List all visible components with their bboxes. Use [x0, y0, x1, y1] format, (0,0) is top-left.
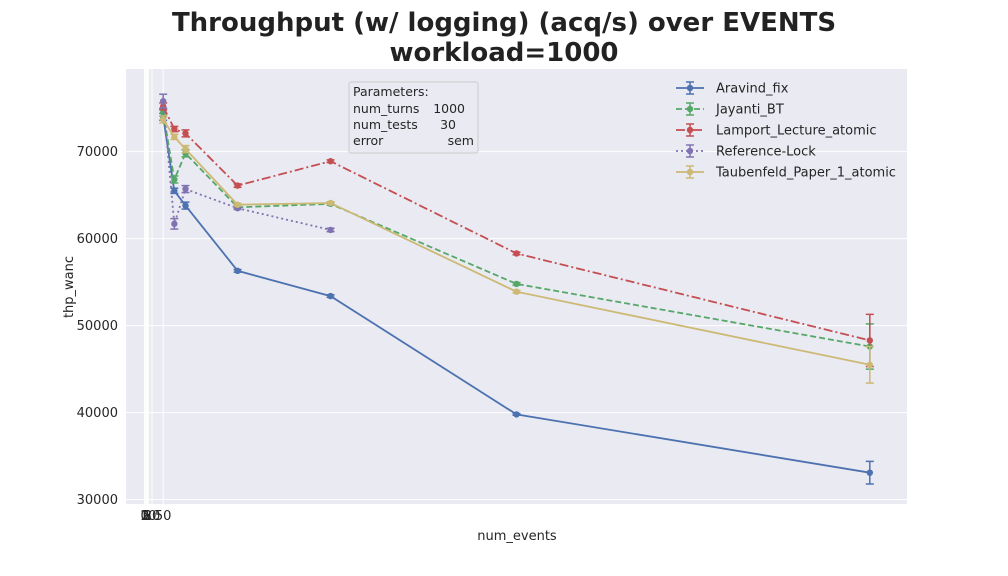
chart-title-line1: Throughput (w/ logging) (acq/s) over EVE…	[172, 8, 836, 38]
x-tick-label: 2	[141, 509, 149, 524]
legend-label: Reference-Lock	[716, 145, 816, 160]
parameters-box: Parameters: num_turns 1000 num_tests 30 …	[348, 81, 479, 154]
param-value: sem	[448, 133, 474, 148]
param-key: error	[353, 133, 384, 148]
data-point	[327, 199, 334, 207]
data-point	[866, 337, 874, 344]
data-point	[234, 267, 241, 275]
data-point	[513, 288, 520, 295]
legend-item: Jayanti_BT	[676, 102, 784, 118]
x-tick-label: 20	[144, 509, 161, 524]
y-axis-ticks: 30000 40000 50000 60000 70000	[77, 145, 118, 508]
legend-marker	[686, 168, 694, 176]
legend-item: Lamport_Lecture_atomic	[676, 123, 877, 139]
legend-label: Lamport_Lecture_atomic	[716, 124, 877, 139]
legend-marker	[686, 147, 694, 155]
data-point	[171, 125, 178, 133]
x-tick-label: 5	[142, 509, 150, 524]
x-tick-label: 50	[155, 509, 172, 524]
data-point	[171, 187, 178, 194]
data-point	[171, 133, 178, 141]
legend: Aravind_fix Jayanti_BT Lamport_Lecture_ato…	[676, 81, 896, 181]
legend-marker	[686, 105, 694, 113]
y-tick-label: 70000	[77, 145, 118, 160]
parameters-box-frame	[348, 81, 479, 154]
series-layer	[159, 93, 874, 485]
legend-label: Taubenfeld_Paper_1_atomic	[715, 166, 896, 181]
y-tick-label: 40000	[77, 406, 118, 421]
data-point	[866, 361, 874, 368]
y-axis-label: thp_wanc	[62, 256, 77, 318]
data-point	[866, 469, 874, 476]
param-value: 30	[440, 117, 456, 132]
y-tick-label: 60000	[77, 232, 118, 247]
data-point	[159, 116, 167, 123]
x-tick-label: 0	[140, 509, 148, 524]
chart-title-line2: workload=1000	[389, 38, 618, 68]
series-Taubenfeld_Paper_1_atomic	[159, 115, 874, 384]
param-key: num_tests	[353, 117, 418, 132]
data-point	[171, 220, 178, 228]
legend-item: Aravind_fix	[676, 81, 789, 97]
y-tick-label: 50000	[77, 319, 118, 334]
data-point	[327, 292, 334, 300]
legend-label: Aravind_fix	[716, 82, 789, 97]
legend-marker	[686, 84, 694, 92]
legend-label: Jayanti_BT	[715, 103, 784, 118]
data-point	[182, 130, 189, 137]
data-point	[171, 176, 178, 183]
data-point	[327, 226, 334, 234]
legend-item: Reference-Lock	[676, 144, 816, 160]
data-point	[327, 158, 334, 165]
legend-item: Taubenfeld_Paper_1_atomic	[676, 165, 896, 181]
data-point	[182, 185, 189, 193]
x-tick-label: 10	[140, 509, 157, 524]
data-point	[513, 280, 520, 288]
data-point	[182, 145, 189, 153]
data-point	[513, 250, 520, 257]
data-point	[234, 201, 241, 208]
y-tick-label: 30000	[77, 493, 118, 508]
x-tick-label: 8	[143, 509, 151, 524]
data-point	[182, 202, 189, 209]
parameters-heading: Parameters:	[353, 84, 429, 99]
x-axis-label: num_events	[477, 529, 557, 544]
param-key: num_turns	[353, 101, 419, 116]
data-point	[513, 411, 520, 418]
legend-marker	[686, 126, 694, 134]
series-Lamport_Lecture_atomic	[159, 102, 874, 368]
data-point	[159, 97, 167, 105]
param-value: 1000	[433, 101, 465, 116]
data-point	[234, 182, 241, 189]
